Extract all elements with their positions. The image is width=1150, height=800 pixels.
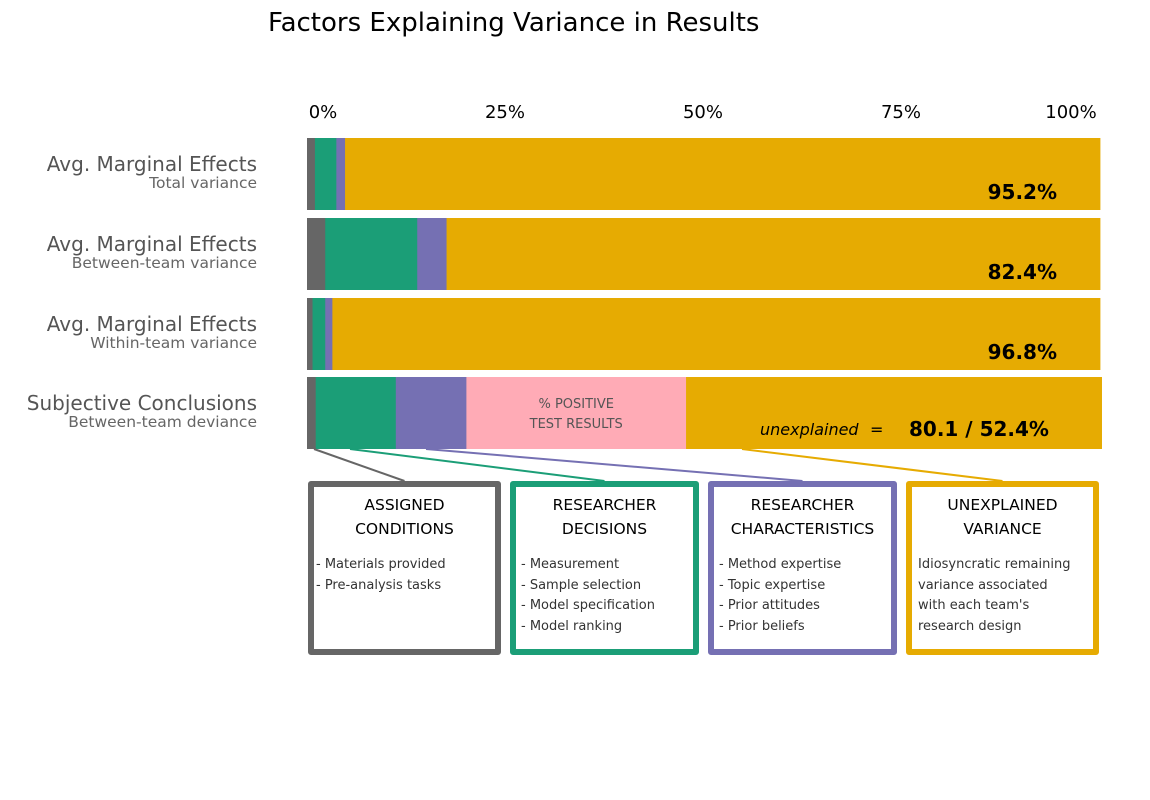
legend-description-line: research design: [918, 618, 1022, 634]
bar-segment-assigned: [307, 298, 313, 370]
legend-title-line: VARIANCE: [963, 520, 1042, 538]
row-label: Subjective Conclusions: [27, 391, 257, 415]
legend-title-line: UNEXPLAINED: [947, 496, 1058, 514]
legend-connectors: [313, 448, 1003, 482]
legend-item: - Method expertise: [719, 557, 842, 572]
legend-item: - Prior attitudes: [719, 598, 820, 613]
row-label: Avg. Marginal Effects: [47, 232, 257, 256]
legend-description-line: with each team's: [918, 598, 1030, 613]
x-axis-ticks: 0% 25% 50% 75% 100%: [309, 102, 1097, 123]
connector-characteristics: [425, 448, 803, 482]
legend-items: - Method expertise - Topic expertise - Pri…: [714, 555, 891, 637]
row-sublabel: Within-team variance: [90, 334, 257, 352]
bar-segment-unexplained: [345, 138, 1101, 210]
legend-item: - Prior beliefs: [719, 618, 805, 634]
legend-title-line: RESEARCHER: [552, 496, 657, 514]
segment-label: % POSITIVE: [538, 397, 614, 412]
legend-box-characteristics: RESEARCHER CHARACTERISTICS - Method expert…: [708, 481, 897, 655]
legend-item: - Measurement: [521, 557, 620, 572]
legend-item: - Topic expertise: [719, 577, 826, 593]
unexplained-value-label: 80.1 / 52.4%: [909, 417, 1049, 441]
bar-segment-positive_test: [466, 377, 687, 449]
x-tick-label: 25%: [485, 102, 525, 123]
legend-title-line: DECISIONS: [561, 520, 648, 538]
bar-segment-characteristics: [417, 218, 447, 290]
x-tick-label: 50%: [683, 102, 723, 123]
legend-title: UNEXPLAINED VARIANCE: [912, 493, 1093, 541]
legend-title-line: RESEARCHER: [750, 496, 855, 514]
legend-box-decisions: RESEARCHER DECISIONS - Measurement - Sample…: [510, 481, 699, 655]
x-tick-label: 100%: [1045, 102, 1096, 123]
bar-segment-assigned: [307, 377, 317, 449]
legend-description-line: variance associated: [918, 577, 1048, 593]
legend-items: - Measurement - Sample selection - Model s…: [516, 555, 693, 637]
row-sublabel: Between-team variance: [72, 254, 257, 272]
x-tick-label: 75%: [881, 102, 921, 123]
bar-segment-decisions: [315, 377, 397, 449]
bar-segment-characteristics: [395, 377, 467, 449]
legend-description-line: Idiosyncratic remaining: [918, 557, 1071, 572]
bar-segment-assigned: [307, 138, 316, 210]
legend-description: Idiosyncratic remaining variance associat…: [912, 555, 1093, 637]
unexplained-equals: =: [870, 420, 883, 439]
connector-decisions: [349, 448, 605, 482]
segment-label: TEST RESULTS: [529, 417, 623, 432]
legend-title: RESEARCHER CHARACTERISTICS: [714, 493, 891, 541]
unexplained-value-label: 95.2%: [988, 180, 1057, 204]
x-tick-label: 0%: [309, 102, 338, 123]
row-sublabel: Total variance: [148, 174, 257, 192]
bar-segment-decisions: [314, 138, 337, 210]
bar-segment-assigned: [307, 218, 326, 290]
legend-title: RESEARCHER DECISIONS: [516, 493, 693, 541]
unexplained-prefix: unexplained: [760, 420, 859, 439]
unexplained-value-label: 96.8%: [988, 340, 1057, 364]
bar-segment-characteristics: [325, 298, 333, 370]
legend-title: ASSIGNED CONDITIONS: [314, 493, 495, 541]
bar-segment-unexplained: [446, 218, 1101, 290]
legend-item: - Model specification: [521, 598, 655, 613]
row-label: Avg. Marginal Effects: [47, 152, 257, 176]
legend-items: - Materials provided - Pre-analysis tasks: [314, 555, 495, 596]
legend-title-line: CONDITIONS: [355, 520, 454, 538]
legend-item: - Sample selection: [521, 577, 642, 593]
connector-assigned: [313, 448, 405, 482]
bar-segment-unexplained: [686, 377, 1102, 449]
connector-unexplained: [741, 448, 1003, 482]
bar-segment-decisions: [312, 298, 326, 370]
unexplained-value-label: 82.4%: [988, 260, 1057, 284]
legend-item: - Model ranking: [521, 618, 623, 634]
bar-segment-unexplained: [332, 298, 1101, 370]
legend-item: - Materials provided: [316, 557, 446, 572]
row-sublabel: Between-team deviance: [68, 413, 257, 431]
legend-title-line: CHARACTERISTICS: [730, 520, 875, 538]
bar-segment-characteristics: [336, 138, 346, 210]
row-label: Avg. Marginal Effects: [47, 312, 257, 336]
legend-box-unexplained: UNEXPLAINED VARIANCE Idiosyncratic remaini…: [906, 481, 1099, 655]
legend-title-line: ASSIGNED: [364, 496, 445, 514]
bar-segment-decisions: [325, 218, 418, 290]
chart-title: Factors Explaining Variance in Results: [268, 8, 759, 38]
legend-item: - Pre-analysis tasks: [316, 577, 442, 593]
legend-box-assigned: ASSIGNED CONDITIONS - Materials provided - …: [308, 481, 501, 655]
